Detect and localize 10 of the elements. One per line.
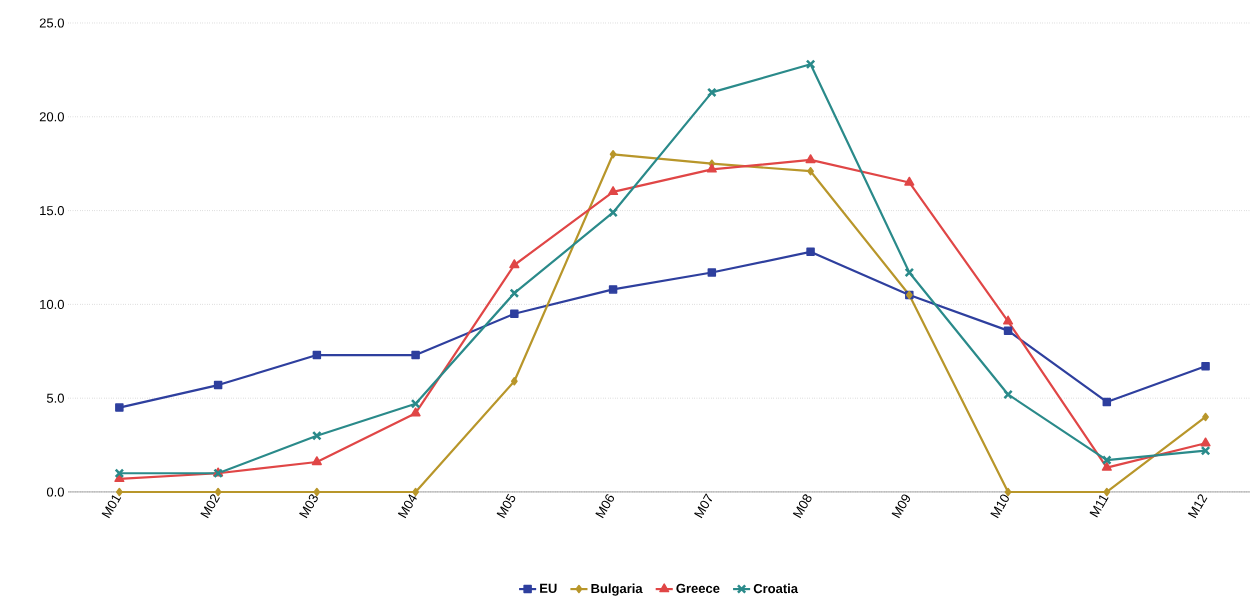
legend-label: Greece	[676, 583, 720, 593]
y-tick-label: 10.0	[40, 299, 64, 309]
legend-label: EU	[540, 583, 557, 593]
y-tick-label: 15.0	[40, 205, 64, 216]
y-tick-label: 25.0	[39, 18, 64, 28]
y-tick-label: 0.0	[46, 487, 64, 497]
y-tick-label: 5.0	[46, 393, 64, 403]
legend-label: Bulgaria	[591, 583, 643, 596]
legend-label: Croatia	[753, 583, 799, 594]
y-tick-label: 20.0	[39, 112, 64, 122]
